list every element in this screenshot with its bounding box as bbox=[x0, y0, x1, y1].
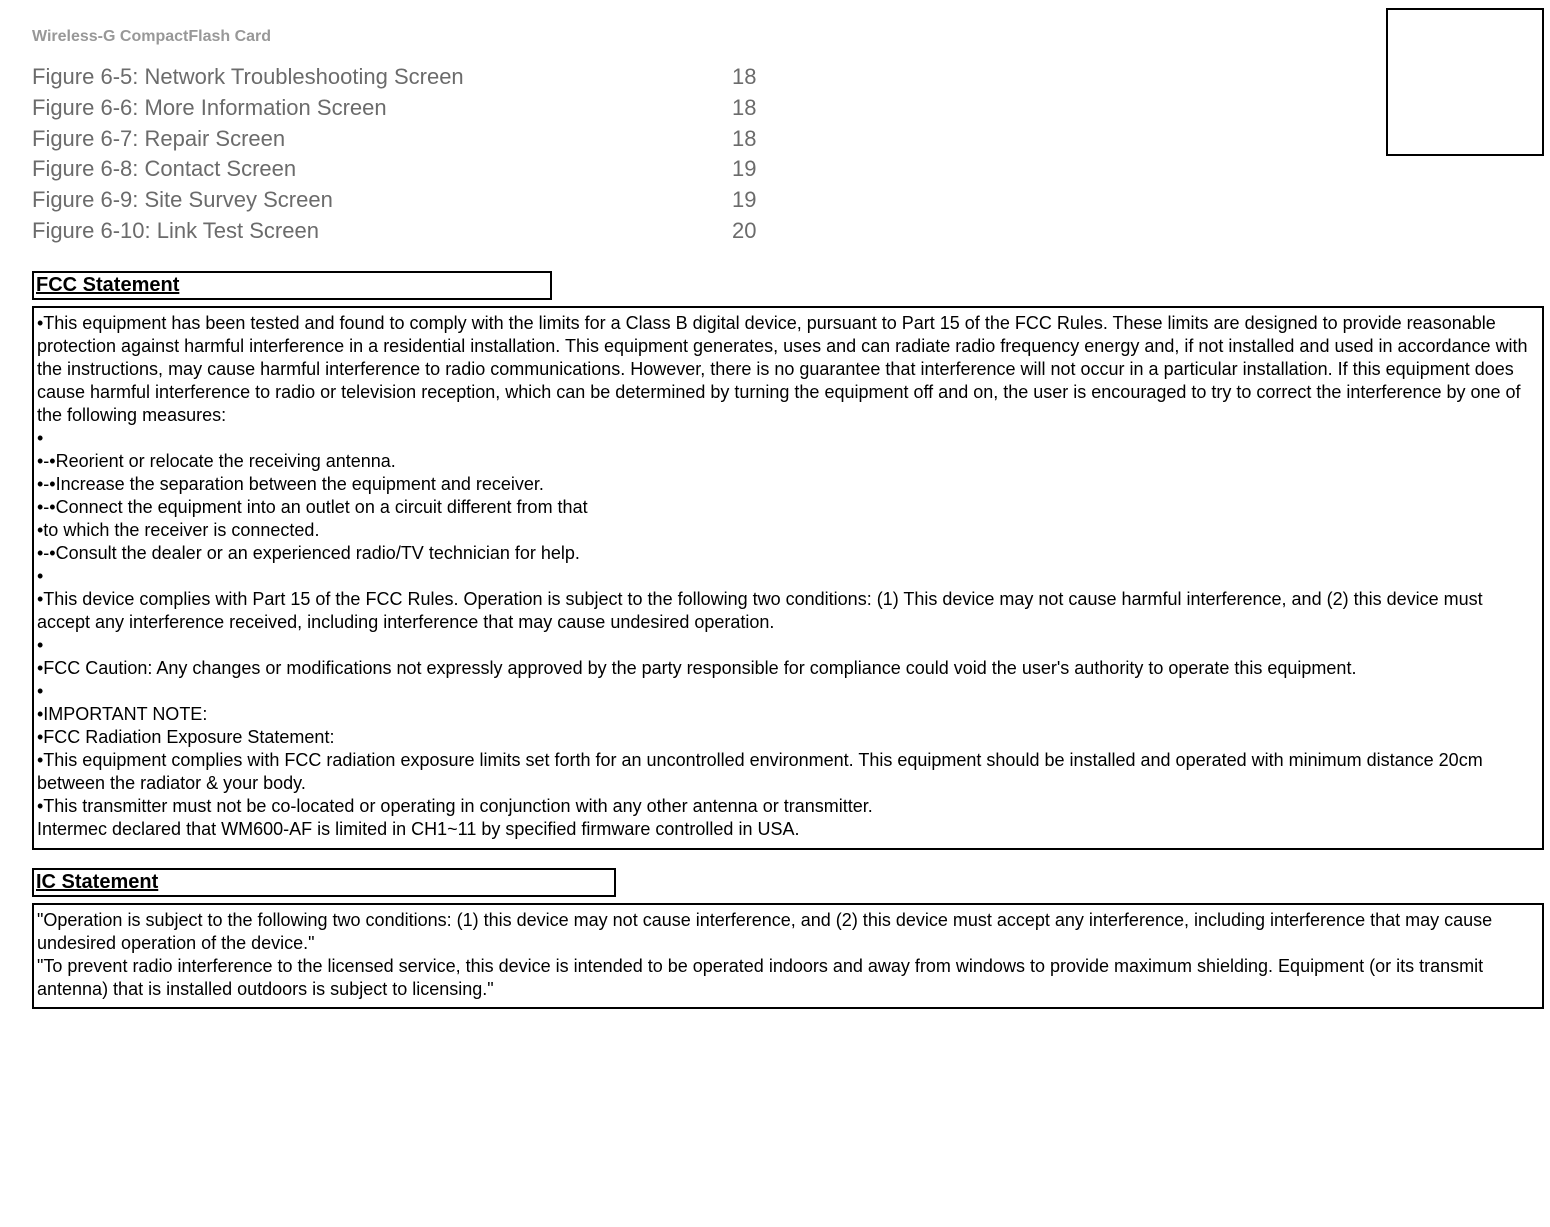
top-right-empty-box bbox=[1386, 8, 1544, 156]
fcc-line: •to which the receiver is connected. bbox=[37, 519, 1539, 542]
ic-title: IC Statement bbox=[34, 871, 158, 893]
figure-label: Figure 6-7: Repair Screen bbox=[32, 124, 732, 155]
figure-list-row: Figure 6-6: More Information Screen 18 bbox=[32, 93, 1544, 124]
figure-page: 19 bbox=[732, 154, 772, 185]
fcc-line: Intermec declared that WM600-AF is limit… bbox=[37, 818, 1539, 841]
fcc-line: •-•Connect the equipment into an outlet … bbox=[37, 496, 1539, 519]
fcc-title-box: FCC Statement bbox=[32, 271, 552, 300]
fcc-title: FCC Statement bbox=[34, 274, 179, 296]
figure-list-row: Figure 6-8: Contact Screen 19 bbox=[32, 154, 1544, 185]
figure-label: Figure 6-6: More Information Screen bbox=[32, 93, 732, 124]
fcc-line: • bbox=[37, 565, 1539, 588]
ic-line: "To prevent radio interference to the li… bbox=[37, 955, 1539, 1001]
figure-list-row: Figure 6-10: Link Test Screen 20 bbox=[32, 216, 1544, 247]
ic-line: "Operation is subject to the following t… bbox=[37, 909, 1539, 955]
figure-list-row: Figure 6-5: Network Troubleshooting Scre… bbox=[32, 62, 1544, 93]
fcc-line: • bbox=[37, 427, 1539, 450]
figure-list: Figure 6-5: Network Troubleshooting Scre… bbox=[32, 62, 1544, 247]
fcc-line: •This equipment complies with FCC radiat… bbox=[37, 749, 1539, 795]
figure-list-row: Figure 6-7: Repair Screen 18 bbox=[32, 124, 1544, 155]
figure-label: Figure 6-5: Network Troubleshooting Scre… bbox=[32, 62, 732, 93]
figure-label: Figure 6-10: Link Test Screen bbox=[32, 216, 732, 247]
figure-list-row: Figure 6-9: Site Survey Screen 19 bbox=[32, 185, 1544, 216]
figure-page: 20 bbox=[732, 216, 772, 247]
product-header: Wireless-G CompactFlash Card bbox=[32, 28, 1544, 46]
figure-page: 18 bbox=[732, 124, 772, 155]
fcc-line: •-•Reorient or relocate the receiving an… bbox=[37, 450, 1539, 473]
figure-page: 19 bbox=[732, 185, 772, 216]
fcc-line: •-•Increase the separation between the e… bbox=[37, 473, 1539, 496]
fcc-line: •-•Consult the dealer or an experienced … bbox=[37, 542, 1539, 565]
ic-title-box: IC Statement bbox=[32, 868, 616, 897]
fcc-line: •FCC Caution: Any changes or modificatio… bbox=[37, 657, 1539, 680]
fcc-line: • bbox=[37, 634, 1539, 657]
fcc-line: •This equipment has been tested and foun… bbox=[37, 312, 1539, 427]
fcc-line: •IMPORTANT NOTE: bbox=[37, 703, 1539, 726]
fcc-statement-box: •This equipment has been tested and foun… bbox=[32, 306, 1544, 850]
ic-statement-box: "Operation is subject to the following t… bbox=[32, 903, 1544, 1009]
document-page: Wireless-G CompactFlash Card Figure 6-5:… bbox=[0, 0, 1550, 1031]
fcc-line: •FCC Radiation Exposure Statement: bbox=[37, 726, 1539, 749]
fcc-line: • bbox=[37, 680, 1539, 703]
figure-page: 18 bbox=[732, 93, 772, 124]
fcc-line: •This transmitter must not be co-located… bbox=[37, 795, 1539, 818]
figure-page: 18 bbox=[732, 62, 772, 93]
figure-label: Figure 6-9: Site Survey Screen bbox=[32, 185, 732, 216]
figure-label: Figure 6-8: Contact Screen bbox=[32, 154, 732, 185]
fcc-line: •This device complies with Part 15 of th… bbox=[37, 588, 1539, 634]
